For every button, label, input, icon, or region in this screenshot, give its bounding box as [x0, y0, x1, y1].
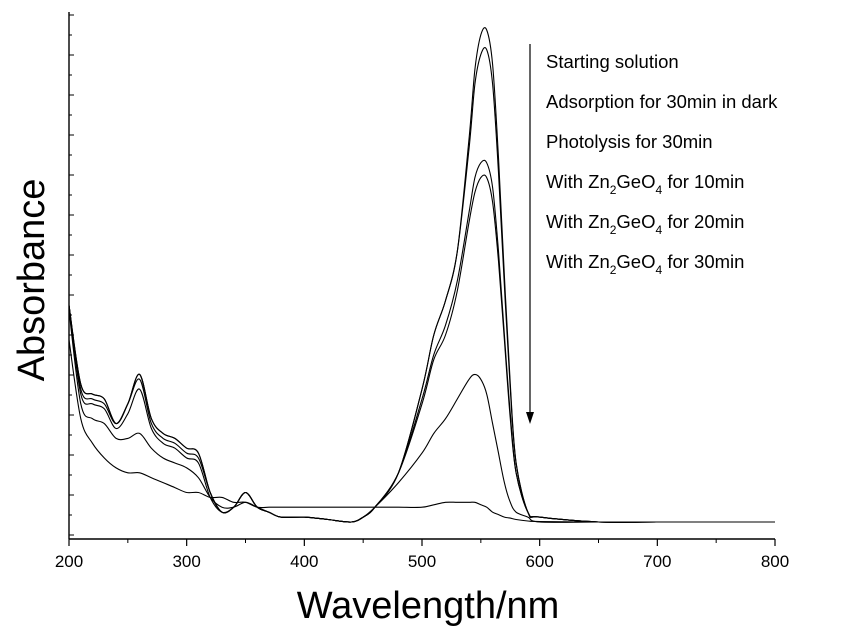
y-axis-title: Absorbance [11, 179, 53, 382]
x-tick-label: 200 [55, 552, 83, 571]
y-axis-ticks [69, 14, 74, 536]
legend-entry-5: With Zn2GeO4 for 20min [546, 211, 744, 237]
x-axis-title: Wavelength/nm [297, 585, 560, 627]
legend-entry-6: With Zn2GeO4 for 30min [546, 251, 744, 277]
series-line-5 [68, 310, 775, 523]
x-tick-label: 400 [290, 552, 318, 571]
legend-entry-3: Photolysis for 30min [546, 131, 713, 152]
x-tick-label: 800 [761, 552, 789, 571]
series-line-6 [68, 339, 775, 523]
x-tick-label: 600 [525, 552, 553, 571]
x-tick-label: 500 [408, 552, 436, 571]
x-tick-label: 700 [643, 552, 671, 571]
x-tick-label: 300 [172, 552, 200, 571]
legend-entry-1: Starting solution [546, 51, 679, 72]
legend-entry-4: With Zn2GeO4 for 10min [546, 171, 744, 197]
series-line-2 [68, 47, 775, 523]
x-axis-ticks: 200 300 400 500 600 700 800 [55, 539, 789, 571]
series-group [68, 27, 775, 523]
legend-entry-2: Adsorption for 30min in dark [546, 91, 778, 112]
legend-arrow-head [526, 412, 534, 424]
legend: Starting solution Adsorption for 30min in… [526, 44, 778, 424]
